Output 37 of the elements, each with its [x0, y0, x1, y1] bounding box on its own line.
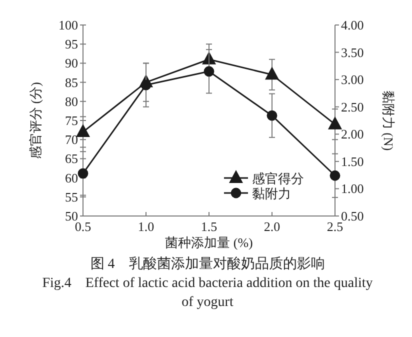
x-axis-title: 菌种添加量 (%)	[165, 235, 253, 250]
x-tick-label: 2.0	[264, 219, 280, 234]
y2-tick-label: 3.00	[341, 72, 364, 88]
y2-tick-label: 0.50	[341, 208, 364, 224]
point	[140, 80, 152, 90]
y2-tick-label: 2.00	[341, 126, 364, 142]
legend-label: 感官得分	[252, 171, 304, 186]
y-tick-label: 75	[65, 113, 78, 128]
x-tick-label: 2.5	[326, 219, 344, 234]
caption: Fig.4 Effect of lactic acid bacteria addition on the quality of yogurt	[41, 275, 374, 312]
y-axis-title: 感官评分 (分)	[28, 82, 43, 159]
y2-tick-label: 4.00	[341, 18, 364, 32]
y-tick-label: 60	[65, 170, 78, 186]
legend-label: 黏附力	[252, 186, 291, 201]
y-tick-label: 95	[65, 36, 78, 52]
point	[330, 170, 340, 181]
point	[266, 110, 278, 121]
y-tick-label: 85	[65, 74, 78, 90]
x-tick-label: 1.0	[138, 219, 154, 234]
caption: 图 4 乳酸菌添加量对酸奶品质的影响	[89, 256, 326, 274]
y2-tick-label: 2.50	[341, 99, 364, 114]
y-tick-label: 55	[65, 189, 78, 204]
y-tick-label: 70	[65, 132, 78, 148]
point	[265, 66, 279, 80]
point	[76, 124, 90, 137]
y-tick-label: 65	[65, 151, 78, 166]
x-tick-label: 1.5	[200, 219, 218, 234]
y2-tick-label: 1.00	[341, 181, 364, 196]
point	[204, 66, 214, 77]
y-tick-label: 100	[58, 18, 78, 32]
point	[328, 116, 342, 130]
point	[78, 168, 88, 179]
y2-axis-title: 黏附力 (N)	[381, 90, 396, 151]
y-tick-label: 80	[65, 94, 78, 109]
y2-tick-label: 1.50	[341, 154, 364, 169]
y2-tick-label: 3.50	[341, 44, 364, 60]
y-tick-label: 90	[65, 56, 78, 71]
